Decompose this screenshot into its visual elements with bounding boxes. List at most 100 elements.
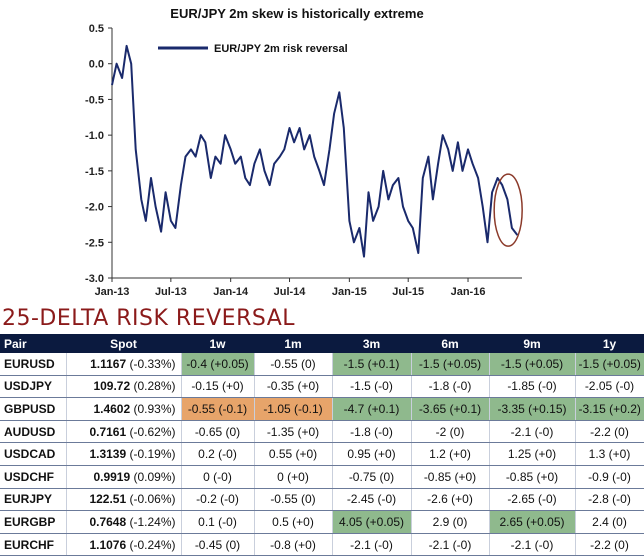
spot-value: 1.1167 <box>90 356 127 371</box>
tenor-cell: -2 (0) <box>411 420 490 444</box>
tenor-cell: 0.1 (-0) <box>181 510 255 534</box>
x-tick-label: Jan-16 <box>451 286 486 298</box>
spot-change: (-0.33%) <box>126 356 176 371</box>
x-tick-label: Jul-15 <box>392 286 424 298</box>
tenor-cell: 4.05 (+0.05) <box>332 510 412 534</box>
tenor-cell: 1.3 (+0) <box>575 442 644 466</box>
spot-change: (-0.06%) <box>126 492 176 507</box>
x-tick-label: Jan-14 <box>213 286 249 298</box>
tenor-cell: -0.35 (+0) <box>254 375 333 399</box>
spot-cell: 0.7161 (-0.62%) <box>66 420 182 444</box>
spot-cell: 1.1167 (-0.33%) <box>66 353 182 376</box>
pair-cell: EURJPY <box>0 488 67 512</box>
x-tick-label: Jul-14 <box>274 286 307 298</box>
x-tick-label: Jan-15 <box>332 286 367 298</box>
x-tick-label: Jul-13 <box>155 286 187 298</box>
spot-cell: 0.9919 (0.09%) <box>66 465 182 489</box>
tenor-cell: -2.65 (-0) <box>489 488 576 512</box>
tenor-cell: 2.65 (+0.05) <box>489 510 576 534</box>
tenor-cell: 2.9 (0) <box>411 510 490 534</box>
header-1w: 1w <box>181 334 255 353</box>
spot-cell: 1.4602 (0.93%) <box>66 397 182 421</box>
spot-cell: 1.3139 (-0.19%) <box>66 442 182 466</box>
table-row: EURUSD 1.1167 (-0.33%) -0.4 (+0.05) -0.55 (… <box>0 353 644 376</box>
tenor-cell: -0.8 (+0) <box>254 533 333 556</box>
spot-change: (-0.19%) <box>126 447 176 462</box>
spot-value: 1.1076 <box>89 537 127 552</box>
legend-label: EUR/JPY 2m risk reversal <box>214 43 348 55</box>
header-1m: 1m <box>254 334 333 353</box>
tenor-cell: -2.1 (-0) <box>489 533 576 556</box>
tenor-cell: -0.55 (0) <box>254 353 333 376</box>
table-row: USDCHF 0.9919 (0.09%) 0 (-0) 0 (+0) -0.75 (0… <box>0 465 644 489</box>
tenor-cell: -1.8 (-0) <box>332 420 412 444</box>
pair-cell: EURCHF <box>0 533 67 556</box>
table-header-row: Pair Spot 1w 1m 3m 6m 9m 1y <box>0 334 644 353</box>
spot-cell: 1.1076 (-0.24%) <box>66 533 182 556</box>
highlight-circle <box>493 173 523 247</box>
spot-change: (0.28%) <box>130 379 176 394</box>
tenor-cell: -3.15 (+0.2) <box>575 397 644 421</box>
header-6m: 6m <box>411 334 490 353</box>
tenor-cell: -2.2 (0) <box>575 420 644 444</box>
y-tick-label: -3.0 <box>85 273 104 285</box>
y-tick-label: -2.5 <box>85 237 104 249</box>
series-line-eurjpy-2m-risk-reversal <box>111 44 519 258</box>
table-row: EURGBP 0.7648 (-1.24%) 0.1 (-0) 0.5 (+0) 4.0… <box>0 510 644 534</box>
header-3m: 3m <box>332 334 412 353</box>
tenor-cell: -0.4 (+0.05) <box>181 353 255 376</box>
tenor-cell: -1.5 (+0.05) <box>411 353 490 376</box>
y-tick-label: -2.0 <box>85 202 104 214</box>
table-row: EURCHF 1.1076 (-0.24%) -0.45 (0) -0.8 (+0) -… <box>0 533 644 556</box>
tenor-cell: -0.85 (+0) <box>411 465 490 489</box>
tenor-cell: -2.1 (-0) <box>489 420 576 444</box>
tenor-cell: -2.1 (-0) <box>332 533 412 556</box>
header-spot: Spot <box>66 334 182 353</box>
pair-cell: GBPUSD <box>0 397 67 421</box>
header-pair: Pair <box>0 334 67 353</box>
spot-cell: 109.72 (0.28%) <box>66 375 182 399</box>
pair-cell: AUDUSD <box>0 420 67 444</box>
spot-change: (-0.62%) <box>126 424 176 439</box>
tenor-cell: -2.45 (-0) <box>332 488 412 512</box>
tenor-cell: -0.15 (+0) <box>181 375 255 399</box>
table-body: EURUSD 1.1167 (-0.33%) -0.4 (+0.05) -0.55 (… <box>0 353 644 556</box>
tenor-cell: -0.75 (0) <box>332 465 412 489</box>
tenor-cell: -3.65 (+0.1) <box>411 397 490 421</box>
tenor-cell: 1.25 (+0) <box>489 442 576 466</box>
spot-change: (-1.24%) <box>126 514 176 529</box>
tenor-cell: -1.5 (-0) <box>332 375 412 399</box>
tenor-cell: 0.95 (+0) <box>332 442 412 466</box>
tenor-cell: -2.6 (+0) <box>411 488 490 512</box>
spot-value: 0.7161 <box>89 424 127 439</box>
tenor-cell: -2.2 (0) <box>575 533 644 556</box>
plot-area <box>112 28 522 278</box>
tenor-cell: -1.85 (-0) <box>489 375 576 399</box>
pair-cell: EURGBP <box>0 510 67 534</box>
tenor-cell: -1.8 (-0) <box>411 375 490 399</box>
tenor-cell: -1.5 (+0.1) <box>332 353 412 376</box>
spot-change: (0.09%) <box>130 469 176 484</box>
header-1y: 1y <box>575 334 644 353</box>
table-row: GBPUSD 1.4602 (0.93%) -0.55 (-0.1) -1.05 (-… <box>0 397 644 421</box>
tenor-cell: -0.55 (0) <box>254 488 333 512</box>
tenor-cell: -0.55 (-0.1) <box>181 397 255 421</box>
spot-value: 122.51 <box>89 492 127 507</box>
table-row: USDCAD 1.3139 (-0.19%) 0.2 (-0) 0.55 (+0) 0.… <box>0 442 644 466</box>
table-row: EURJPY 122.51 (-0.06%) -0.2 (-0) -0.55 (0) -… <box>0 488 644 512</box>
y-tick-label: -1.0 <box>85 130 104 142</box>
risk-reversal-table: Pair Spot 1w 1m 3m 6m 9m 1y EURUSD 1.1167… <box>0 334 644 556</box>
spot-cell: 0.7648 (-1.24%) <box>66 510 182 534</box>
tenor-cell: -0.45 (0) <box>181 533 255 556</box>
spot-value: 1.4602 <box>93 401 131 416</box>
risk-reversal-chart: EUR/JPY 2m skew is historically extreme 0… <box>60 0 540 300</box>
tenor-cell: -2.05 (-0) <box>575 375 644 399</box>
header-9m: 9m <box>489 334 576 353</box>
chart-svg: EUR/JPY 2m skew is historically extreme 0… <box>85 6 523 298</box>
pair-cell: USDJPY <box>0 375 67 399</box>
tenor-cell: 2.4 (0) <box>575 510 644 534</box>
x-tick-label: Jan-13 <box>95 286 130 298</box>
tenor-cell: -4.7 (+0.1) <box>332 397 412 421</box>
spot-value: 109.72 <box>93 379 131 394</box>
tenor-cell: -0.9 (-0) <box>575 465 644 489</box>
